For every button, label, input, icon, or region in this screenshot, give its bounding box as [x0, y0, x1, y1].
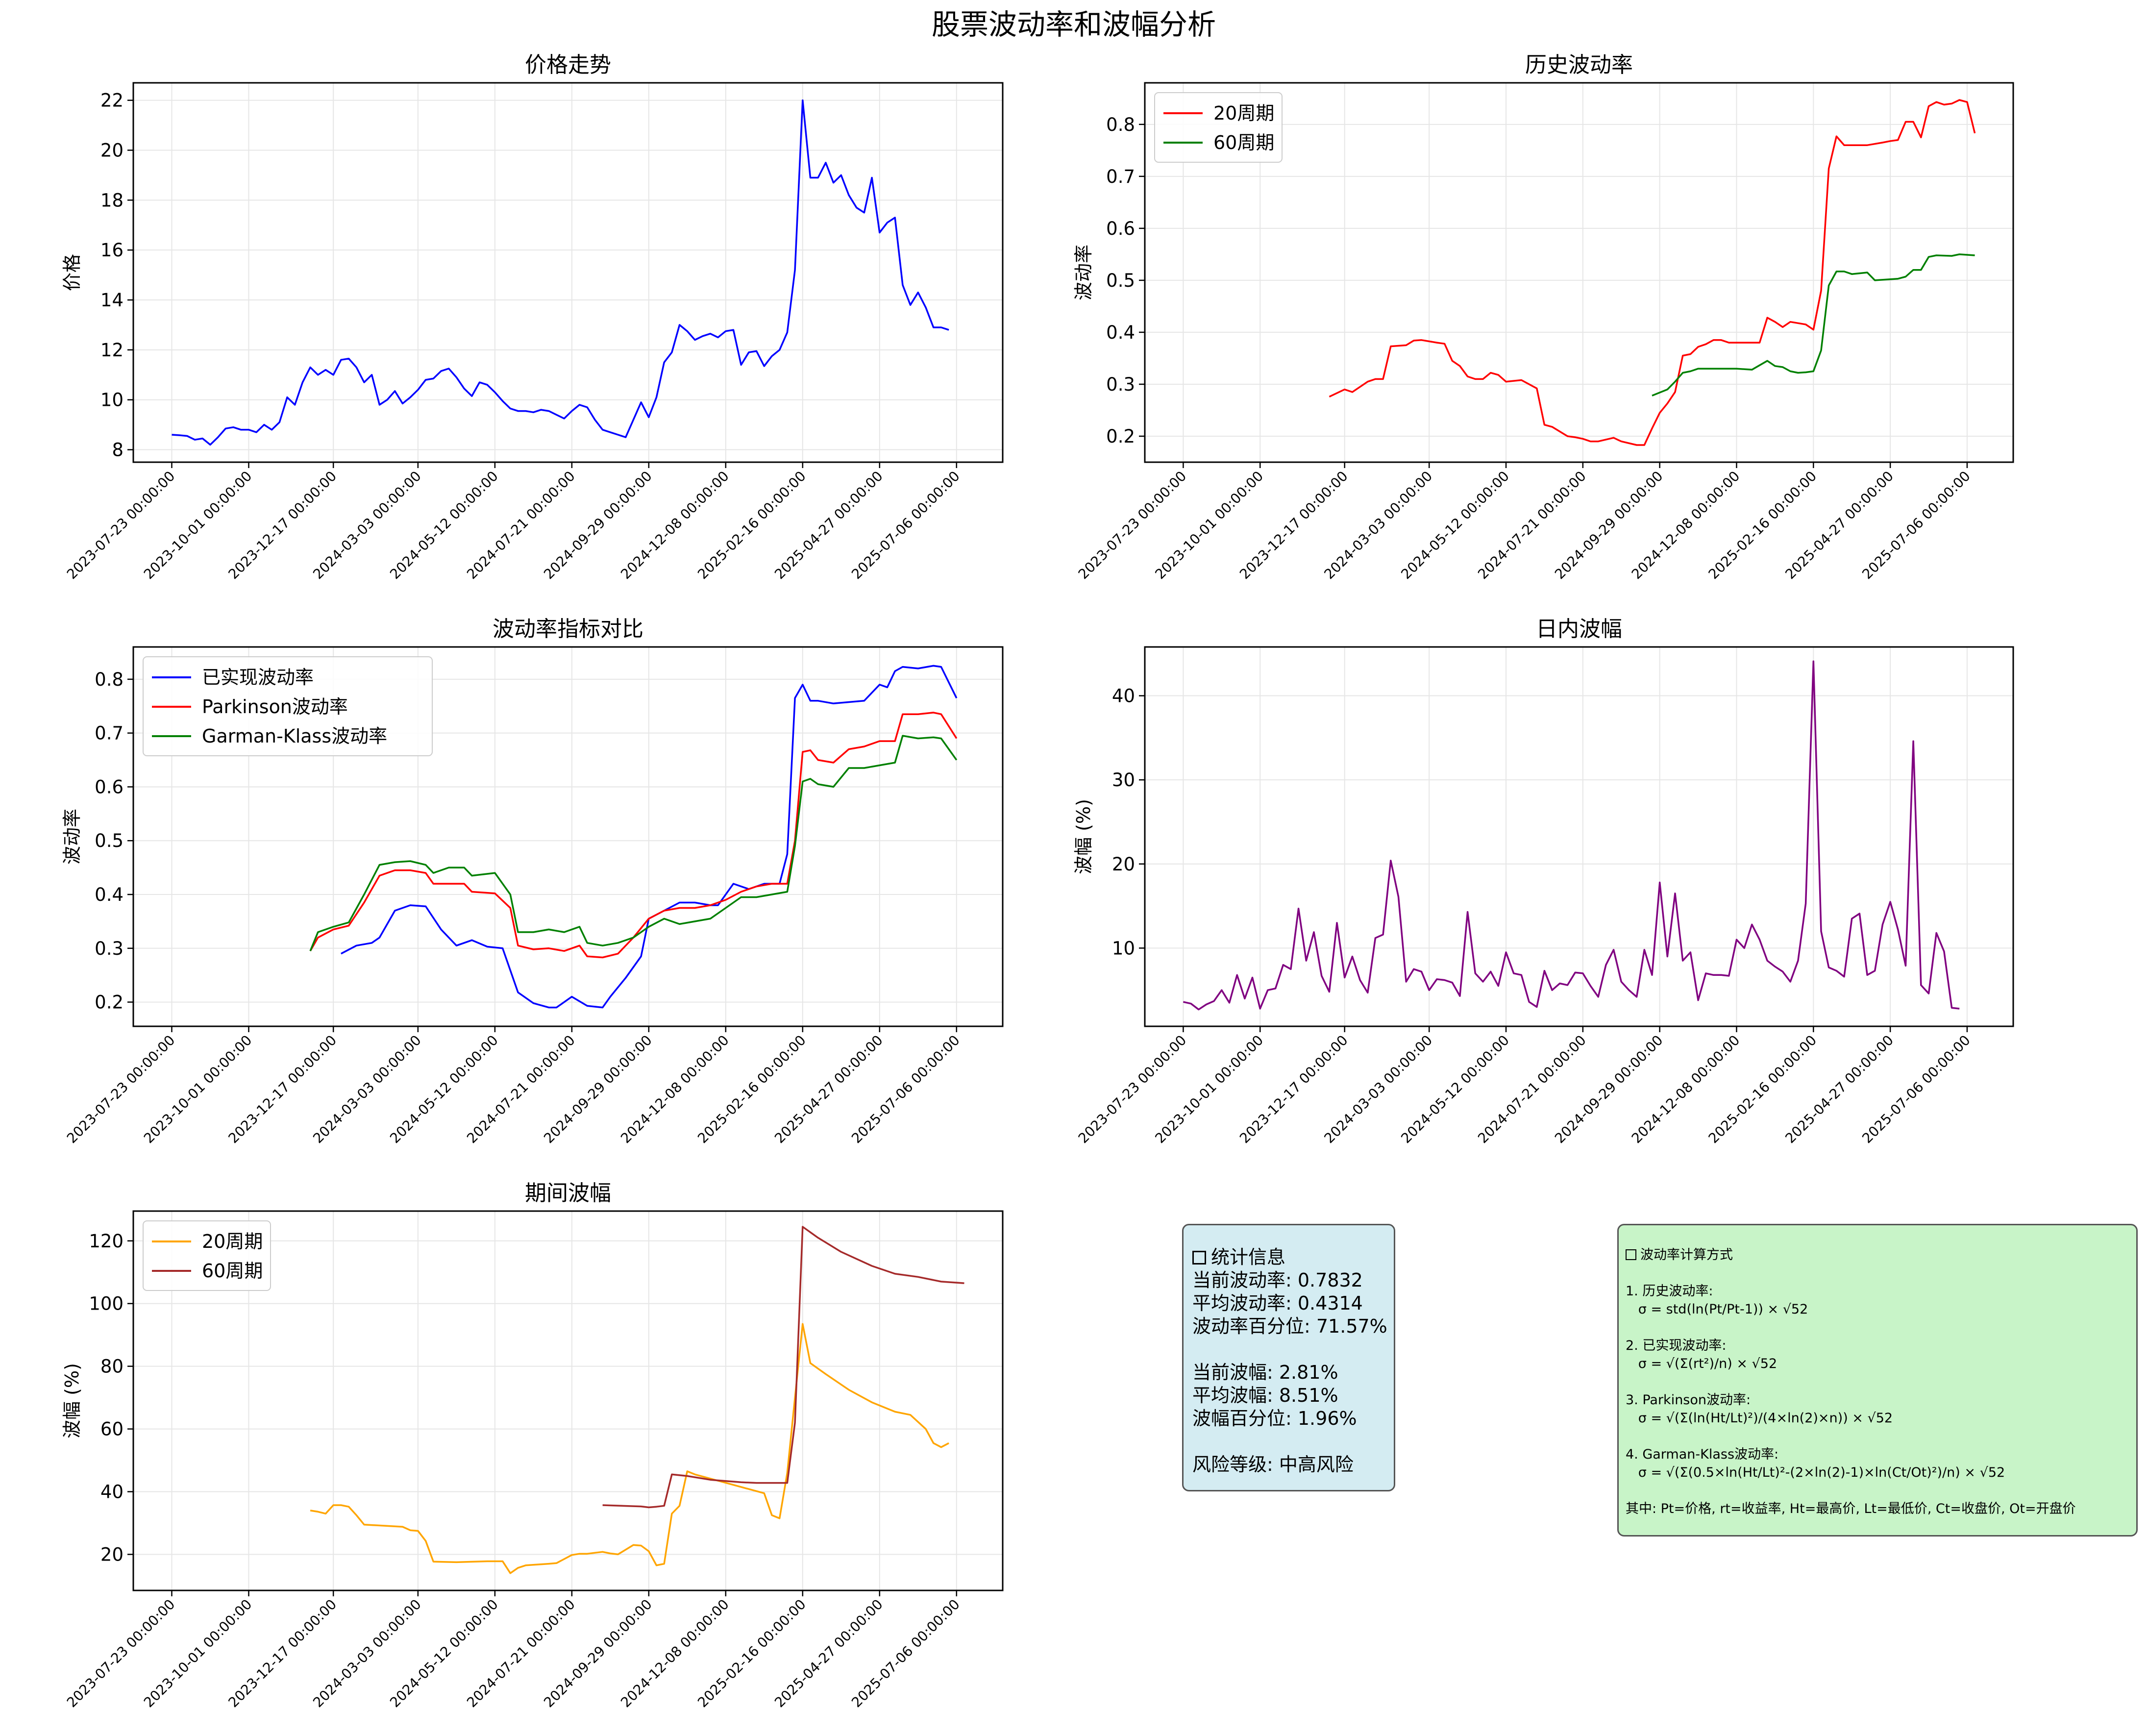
- y-tick-label: 100: [89, 1293, 123, 1314]
- y-tick-label: 8: [112, 440, 123, 461]
- chart-title: 波动率指标对比: [493, 617, 643, 642]
- y-tick-label: 0.4: [95, 884, 123, 905]
- series-line-1: [1329, 99, 1976, 446]
- plot-frame: [1144, 82, 2014, 463]
- y-tick-label: 30: [1112, 769, 1135, 791]
- plot-frame: [1144, 646, 2014, 1027]
- legend-label: 已实现波动率: [202, 667, 314, 688]
- y-tick-label: 0.7: [1106, 166, 1135, 187]
- chart-title: 日内波幅: [1536, 617, 1622, 642]
- legend-label: 60周期: [202, 1260, 263, 1282]
- y-axis-label: 波幅 (%): [61, 1363, 83, 1438]
- checkbox-icon: [1192, 1251, 1206, 1265]
- series-line-1: [1183, 660, 1960, 1011]
- y-tick-label: 60: [100, 1419, 123, 1440]
- y-tick-label: 20: [1112, 854, 1135, 875]
- y-tick-label: 0.6: [95, 776, 123, 797]
- legend: [1154, 92, 1283, 163]
- y-axis-label: 波幅 (%): [1073, 799, 1094, 874]
- chart-title: 历史波动率: [1525, 52, 1633, 77]
- legend-label: 20周期: [1213, 102, 1274, 124]
- range-percentile: 波幅百分位: 1.96%: [1192, 1408, 1357, 1429]
- y-tick-label: 0.2: [95, 992, 123, 1013]
- y-axis-label: 波动率: [1073, 245, 1094, 300]
- y-tick-label: 0.7: [95, 723, 123, 744]
- y-tick-label: 18: [100, 190, 123, 211]
- y-tick-label: 0.2: [1106, 426, 1135, 447]
- y-tick-label: 0.8: [95, 669, 123, 690]
- vol-percentile: 波动率百分位: 71.57%: [1192, 1315, 1387, 1337]
- y-tick-label: 22: [100, 90, 123, 111]
- avg-vol: 平均波动率: 0.4314: [1192, 1292, 1363, 1314]
- series-line-2: [309, 712, 958, 959]
- y-axis-label: 价格: [61, 254, 83, 291]
- series-line-3: [309, 735, 958, 951]
- formula-4-name: 4. Garman-Klass波动率:: [1626, 1447, 1779, 1462]
- legend-label: Parkinson波动率: [202, 696, 348, 718]
- y-tick-label: 10: [1112, 938, 1135, 959]
- stats-info-box: 统计信息 当前波动率: 0.7832 平均波动率: 0.4314 波动率百分位:…: [1182, 1224, 1395, 1491]
- avg-range: 平均波幅: 8.51%: [1192, 1385, 1338, 1406]
- y-tick-label: 16: [100, 240, 123, 261]
- y-tick-label: 0.5: [95, 830, 123, 851]
- y-axis-label: 波动率: [61, 809, 83, 865]
- plot-frame: [132, 1210, 1004, 1591]
- legend: [143, 1220, 271, 1291]
- plot-frame: [132, 646, 1004, 1027]
- formula-4-expr: σ = √(Σ(0.5×ln(Ht/Lt)²-(2×ln(2)-1)×ln(Ct…: [1626, 1465, 2005, 1480]
- y-tick-label: 40: [100, 1482, 123, 1503]
- formula-3-expr: σ = √(Σ(ln(Ht/Lt)²)/(4×ln(2)×n)) × √52: [1626, 1411, 1893, 1426]
- y-tick-label: 0.6: [1106, 218, 1135, 239]
- formula-3-name: 3. Parkinson波动率:: [1626, 1392, 1751, 1408]
- formula-1-name: 1. 历史波动率:: [1626, 1284, 1713, 1299]
- chart-title: 价格走势: [525, 52, 611, 77]
- formula-2-name: 2. 已实现波动率:: [1626, 1338, 1727, 1353]
- y-tick-label: 14: [100, 290, 123, 311]
- y-tick-label: 10: [100, 390, 123, 411]
- y-tick-label: 20: [100, 1544, 123, 1565]
- risk-level: 风险等级: 中高风险: [1192, 1454, 1354, 1475]
- series-line-2: [1652, 253, 1975, 397]
- y-tick-label: 40: [1112, 686, 1135, 707]
- series-line-1: [172, 99, 949, 446]
- series-line-2: [602, 1226, 964, 1509]
- plot-frame: [132, 82, 1004, 463]
- formula-2-expr: σ = √(Σ(rt²)/n) × √52: [1626, 1356, 1778, 1371]
- y-tick-label: 0.3: [95, 938, 123, 959]
- legend-label: 60周期: [1213, 132, 1274, 153]
- current-range: 当前波幅: 2.81%: [1192, 1362, 1338, 1383]
- y-tick-label: 20: [100, 140, 123, 161]
- stats-title: 统计信息: [1211, 1246, 1286, 1268]
- current-vol: 当前波动率: 0.7832: [1192, 1269, 1363, 1291]
- series-line-1: [310, 1323, 949, 1574]
- y-tick-label: 0.8: [1106, 114, 1135, 135]
- formula-note: 其中: Pt=价格, rt=收益率, Ht=最高价, Lt=最低价, Ct=收盘…: [1626, 1501, 2076, 1516]
- formula-1-expr: σ = std(ln(Pt/Pt-1)) × √52: [1626, 1302, 1808, 1317]
- legend-label: 20周期: [202, 1231, 263, 1252]
- formula-title: 波动率计算方式: [1640, 1247, 1733, 1263]
- y-tick-label: 12: [100, 340, 123, 361]
- y-tick-label: 120: [89, 1231, 123, 1252]
- y-tick-label: 80: [100, 1356, 123, 1377]
- figure-title: 股票波动率和波幅分析: [932, 8, 1216, 41]
- y-tick-label: 0.5: [1106, 270, 1135, 291]
- legend-label: Garman-Klass波动率: [202, 725, 387, 747]
- y-tick-label: 0.4: [1106, 322, 1135, 343]
- checkbox-icon: [1626, 1249, 1636, 1260]
- y-tick-label: 0.3: [1106, 374, 1135, 395]
- formula-info-box: 波动率计算方式 1. 历史波动率: σ = std(ln(Pt/Pt-1)) ×…: [1617, 1224, 2138, 1537]
- legend: [143, 656, 433, 756]
- chart-title: 期间波幅: [525, 1181, 611, 1206]
